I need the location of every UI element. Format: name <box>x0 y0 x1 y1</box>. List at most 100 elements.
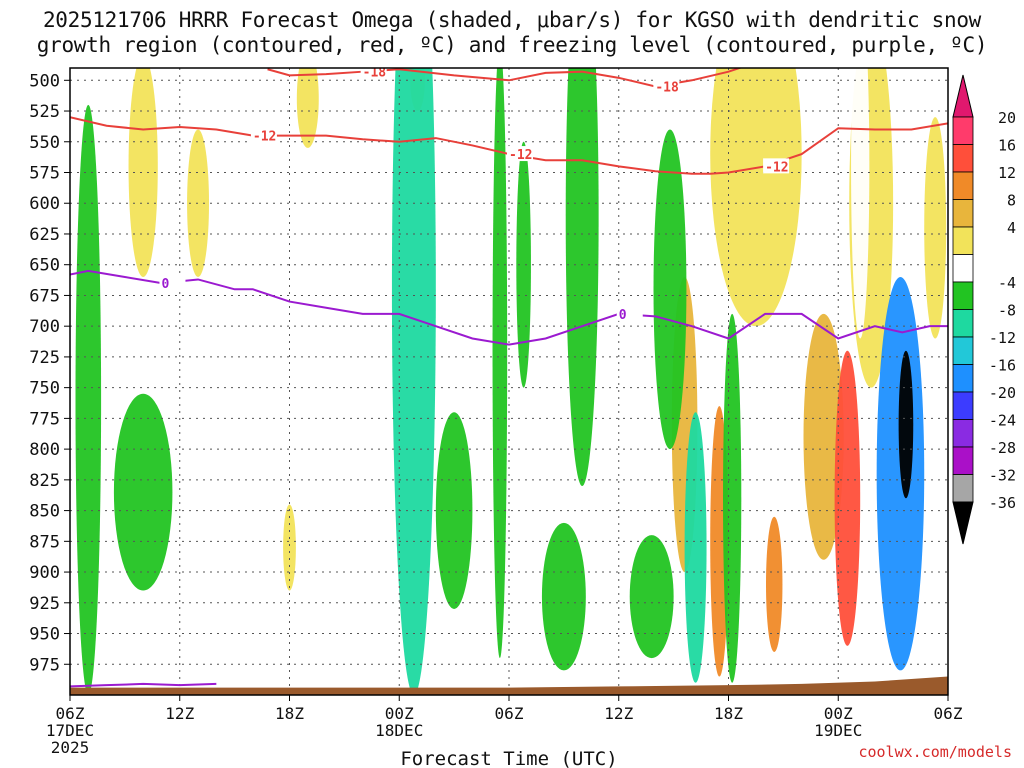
colorbar-label-4: 4 <box>1007 219 1016 237</box>
colorbar-swatch-12 <box>952 446 974 475</box>
colorbar-label-1: 16 <box>998 137 1016 155</box>
colorbar-label-9: -20 <box>989 384 1016 402</box>
x-tick-label-48: 06Z <box>934 704 963 723</box>
colorbar-label-11: -28 <box>989 439 1016 457</box>
x-tick-label-12: 18Z <box>275 704 304 723</box>
y-tick-label-925: 925 <box>29 594 60 614</box>
colorbar-label-0: 20 <box>998 109 1016 127</box>
colorbar-label-5: -4 <box>998 274 1016 292</box>
colorbar-label-6: -8 <box>998 302 1016 320</box>
x-tick-label-6: 12Z <box>165 704 194 723</box>
y-tick-label-975: 975 <box>29 655 60 675</box>
freezing-level-line-label-0: 0 <box>161 277 169 292</box>
colorbar-swatch-1 <box>952 144 974 173</box>
colorbar-label-3: 8 <box>1007 192 1016 210</box>
terrain-fill <box>70 676 948 695</box>
x-date-label-0: 17DEC <box>46 721 94 740</box>
y-tick-label-550: 550 <box>29 133 60 153</box>
plot-background <box>70 68 948 695</box>
colorbar-top-arrow <box>952 74 974 118</box>
colorbar-swatch-5 <box>952 254 974 283</box>
credit-text: coolwx.com/models <box>858 743 1012 761</box>
omega-sinking-blob-7 <box>435 412 473 609</box>
isotherm-minus12-line-label-0: -12 <box>253 130 276 145</box>
isotherm-minus12-line-label-1: -12 <box>509 148 532 163</box>
freezing-level-line-label-bg-1 <box>616 305 643 321</box>
y-tick-label-725: 725 <box>29 348 60 368</box>
y-tick-label-775: 775 <box>29 409 60 429</box>
y-tick-label-500: 500 <box>29 71 60 91</box>
omega-sinking-blob-16 <box>851 68 870 339</box>
omega-sinking-blob-6 <box>391 68 436 695</box>
y-tick-label-850: 850 <box>29 502 60 522</box>
colorbar-swatch-9 <box>952 364 974 393</box>
omega-rising-blob-8 <box>765 516 783 652</box>
colorbar-swatch-7 <box>952 309 974 338</box>
x-axis-title: Forecast Time (UTC) <box>400 748 617 768</box>
isotherm-minus12-line-label-bg-1 <box>507 146 533 162</box>
colorbar-label-7: -12 <box>989 329 1016 347</box>
colorbar-swatch-2 <box>952 171 974 200</box>
isotherm-minus12-line-label-2: -12 <box>765 160 788 175</box>
omega-rising-blob-9 <box>803 313 844 560</box>
omega-sinking-blob-18 <box>898 350 914 499</box>
omega-sinking-blob-1 <box>113 393 173 591</box>
y-tick-label-675: 675 <box>29 286 60 306</box>
colorbar-label-10: -24 <box>989 412 1016 430</box>
omega-sinking-blob-12 <box>653 129 687 450</box>
colorbar-label-2: 12 <box>998 164 1016 182</box>
colorbar-swatch-4 <box>952 226 974 255</box>
omega-rising-blob-1 <box>187 129 210 277</box>
isotherm-minus18-line-label-0: -18 <box>363 66 387 81</box>
x-year-label-0: 2025 <box>51 738 90 757</box>
omega-sinking-blob-0 <box>75 104 102 695</box>
chart-title-line2: growth region (contoured, red, ºC) and f… <box>36 33 988 57</box>
x-tick-label-30: 12Z <box>604 704 633 723</box>
omega-sinking-blob-11 <box>541 522 586 671</box>
y-tick-label-600: 600 <box>29 194 60 214</box>
x-date-label-18: 18DEC <box>375 721 423 740</box>
colorbar-bottom-arrow <box>952 501 974 545</box>
x-tick-label-42: 00Z <box>824 704 853 723</box>
omega-rising-blob-12 <box>924 117 947 339</box>
y-tick-label-575: 575 <box>29 164 60 184</box>
omega-sinking-blob-3 <box>265 565 277 640</box>
colorbar-swatch-6 <box>952 281 974 310</box>
y-tick-label-525: 525 <box>29 102 60 122</box>
y-tick-label-650: 650 <box>29 256 60 276</box>
y-tick-label-800: 800 <box>29 440 60 460</box>
omega-rising-blob-2 <box>296 68 319 148</box>
omega-sinking-blob-10 <box>565 68 599 486</box>
isotherm-minus12-line-label-bg-2 <box>763 158 790 174</box>
isotherm-minus18-line <box>267 68 743 88</box>
omega-sinking-blob-5 <box>351 436 374 659</box>
y-tick-label-700: 700 <box>29 317 60 337</box>
omega-rising-blob-0 <box>128 68 158 277</box>
isotherm-minus12-line-label-bg-0 <box>250 127 277 143</box>
freezing-level-line <box>70 269 948 346</box>
colorbar-swatch-0 <box>952 116 974 145</box>
y-tick-label-825: 825 <box>29 471 60 491</box>
isotherm-minus18-line-label-1: -18 <box>655 80 679 95</box>
colorbar-label-8: -16 <box>989 357 1016 375</box>
plot-area: -18 -18 -12 -12 -12 0 0 <box>70 66 948 695</box>
y-tick-label-900: 900 <box>29 563 60 583</box>
omega-sinking-blob-8 <box>492 68 508 659</box>
omega-sinking-blob-13 <box>629 535 674 659</box>
y-tick-label-750: 750 <box>29 379 60 399</box>
y-tick-label-625: 625 <box>29 225 60 245</box>
x-tick-label-0: 06Z <box>56 704 85 723</box>
isotherm-minus18-line-label-bg-0 <box>360 68 387 79</box>
freezing-level-line-label-1: 0 <box>619 308 627 323</box>
freezing-level-surface-line <box>70 682 217 688</box>
freezing-level-line-label-bg-0 <box>159 275 186 291</box>
omega-sinking-blob-2 <box>190 406 224 591</box>
omega-rising-blob-3 <box>283 504 296 591</box>
x-date-label-42: 19DEC <box>814 721 862 740</box>
x-tick-label-36: 18Z <box>714 704 743 723</box>
y-tick-label-875: 875 <box>29 532 60 552</box>
chart-title-line1: 2025121706 HRRR Forecast Omega (shaded, … <box>42 8 982 32</box>
x-tick-label-24: 06Z <box>495 704 524 723</box>
colorbar-swatch-11 <box>952 419 974 448</box>
